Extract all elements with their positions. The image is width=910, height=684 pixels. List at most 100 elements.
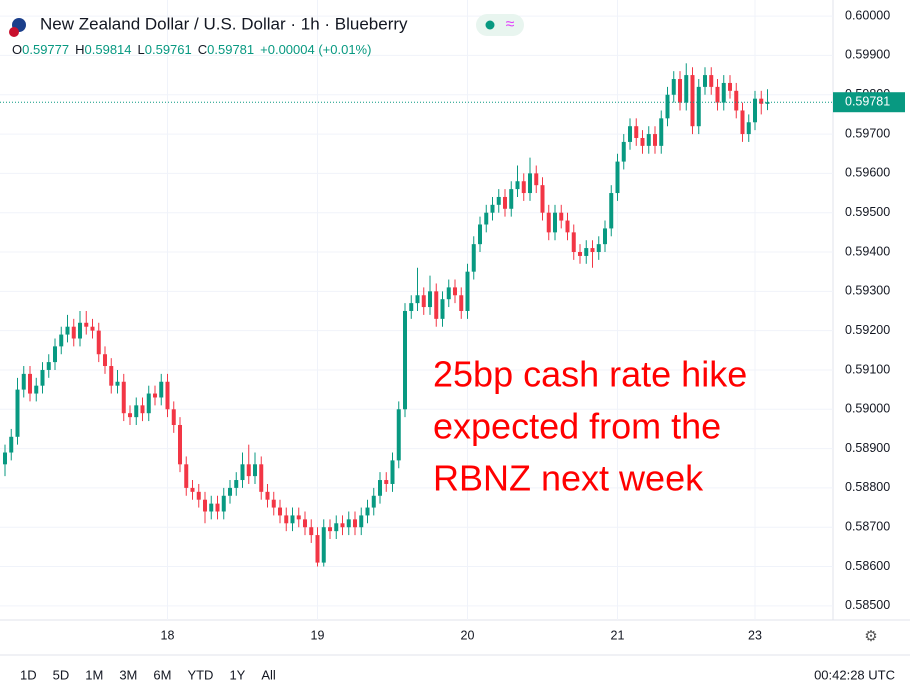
y-tick-label: 0.59400 — [845, 244, 890, 258]
candle-body — [34, 385, 39, 394]
candle-body — [40, 369, 45, 386]
candle-body — [140, 405, 145, 414]
candle-body — [490, 204, 495, 213]
candle-body — [715, 86, 720, 103]
candle-body — [378, 480, 382, 496]
candle-body — [434, 291, 439, 319]
candle-body — [571, 232, 576, 253]
symbol-title: New Zealand Dollar / U.S. Dollar · 1h · … — [40, 14, 408, 33]
candle-body — [478, 224, 482, 245]
candle-body — [90, 326, 95, 331]
range-button[interactable]: 5D — [53, 667, 70, 682]
candle-body — [71, 326, 76, 339]
candle-body — [346, 519, 351, 528]
candle-body — [215, 503, 220, 512]
y-tick-label: 0.60000 — [845, 8, 890, 22]
candle-body — [628, 126, 632, 142]
candle-body — [128, 413, 132, 418]
candle-body — [709, 75, 714, 87]
annotation-line: RBNZ next week — [433, 458, 704, 499]
grid — [0, 0, 833, 620]
change: +0.00004 (+0.01%) — [260, 42, 371, 57]
candle-body — [246, 464, 251, 477]
candle-body — [271, 499, 276, 508]
candle-body — [415, 295, 420, 304]
candle-body — [759, 98, 764, 104]
header: New Zealand Dollar / U.S. Dollar · 1h · … — [9, 14, 524, 37]
candle-body — [65, 326, 70, 335]
settings-icon[interactable]: ⚙ — [864, 628, 877, 645]
candle-body — [109, 366, 114, 386]
candle-body — [259, 464, 264, 492]
candle-body — [590, 248, 595, 253]
y-tick-label: 0.58700 — [845, 520, 890, 534]
candle-body — [371, 495, 376, 508]
range-button[interactable]: YTD — [187, 667, 213, 682]
x-tick-label: 23 — [748, 628, 762, 642]
candle-body — [334, 523, 339, 532]
market-open-dot — [485, 20, 495, 30]
candle-body — [203, 499, 207, 512]
annotation-line: expected from the — [433, 406, 721, 447]
range-button[interactable]: 1M — [85, 667, 103, 682]
candle-body — [3, 452, 7, 465]
candle-body — [184, 464, 189, 488]
clock: 00:42:28 UTC — [814, 667, 895, 682]
ohlc-key: C — [198, 42, 207, 57]
candle-body — [315, 535, 320, 563]
candle-body — [609, 193, 614, 229]
y-tick-label: 0.59700 — [845, 126, 890, 140]
candle-body — [165, 381, 170, 410]
range-button[interactable]: 6M — [153, 667, 171, 682]
candle-body — [21, 373, 26, 390]
y-tick-label: 0.59900 — [845, 48, 890, 62]
candle-body — [340, 523, 345, 528]
range-button[interactable]: 3M — [119, 667, 137, 682]
candle-body — [353, 519, 357, 528]
candle-body — [646, 134, 651, 146]
candle-body — [734, 90, 739, 111]
y-tick-label: 0.59000 — [845, 402, 890, 416]
candle-body — [296, 515, 301, 520]
ohlc-values: O0.59777 H0.59814 L0.59761 C0.59781 +0.00004… — [12, 42, 371, 57]
candle-body — [53, 346, 57, 363]
ohlc-value: 0.59781 — [207, 42, 254, 57]
candle-body — [303, 519, 307, 528]
candle-body — [553, 212, 557, 233]
range-button[interactable]: All — [261, 667, 276, 682]
x-tick-label: 20 — [461, 628, 475, 642]
candle-body — [703, 75, 707, 87]
candle-body — [496, 196, 501, 205]
candle-body — [596, 244, 601, 253]
candle-body — [528, 173, 532, 194]
candle-body — [565, 220, 570, 233]
y-tick-label: 0.58800 — [845, 480, 890, 494]
candle-body — [690, 75, 695, 127]
y-tick-label: 0.59200 — [845, 323, 890, 337]
range-button[interactable]: 1Y — [229, 667, 245, 682]
candle-body — [621, 141, 626, 162]
candle-body — [309, 527, 314, 536]
status-pill[interactable] — [476, 14, 524, 36]
candle-body — [328, 527, 332, 532]
candle-body — [503, 196, 507, 209]
ohlc-value: 0.59814 — [85, 42, 132, 57]
candle-body — [228, 487, 232, 496]
candle-body — [515, 181, 520, 190]
candle-body — [559, 212, 564, 221]
candle-body — [209, 503, 214, 512]
candle-body — [409, 303, 414, 311]
candle-body — [671, 79, 676, 95]
range-button[interactable]: 1D — [20, 667, 37, 682]
candle-body — [678, 79, 682, 103]
candle-body — [684, 75, 689, 103]
candle-body — [121, 381, 126, 414]
toolbar: 1D 5D 1M 3M 6M YTD 1Y All — [20, 667, 276, 682]
candle-body — [428, 291, 432, 308]
candle-body — [521, 181, 526, 194]
candle-body — [746, 122, 751, 135]
candle-body — [578, 252, 582, 256]
candle-body — [615, 161, 620, 194]
ohlc-legend: O0.59777 H0.59814 L0.59761 C0.59781 +0.00004… — [12, 42, 371, 57]
candle-body — [534, 173, 539, 186]
